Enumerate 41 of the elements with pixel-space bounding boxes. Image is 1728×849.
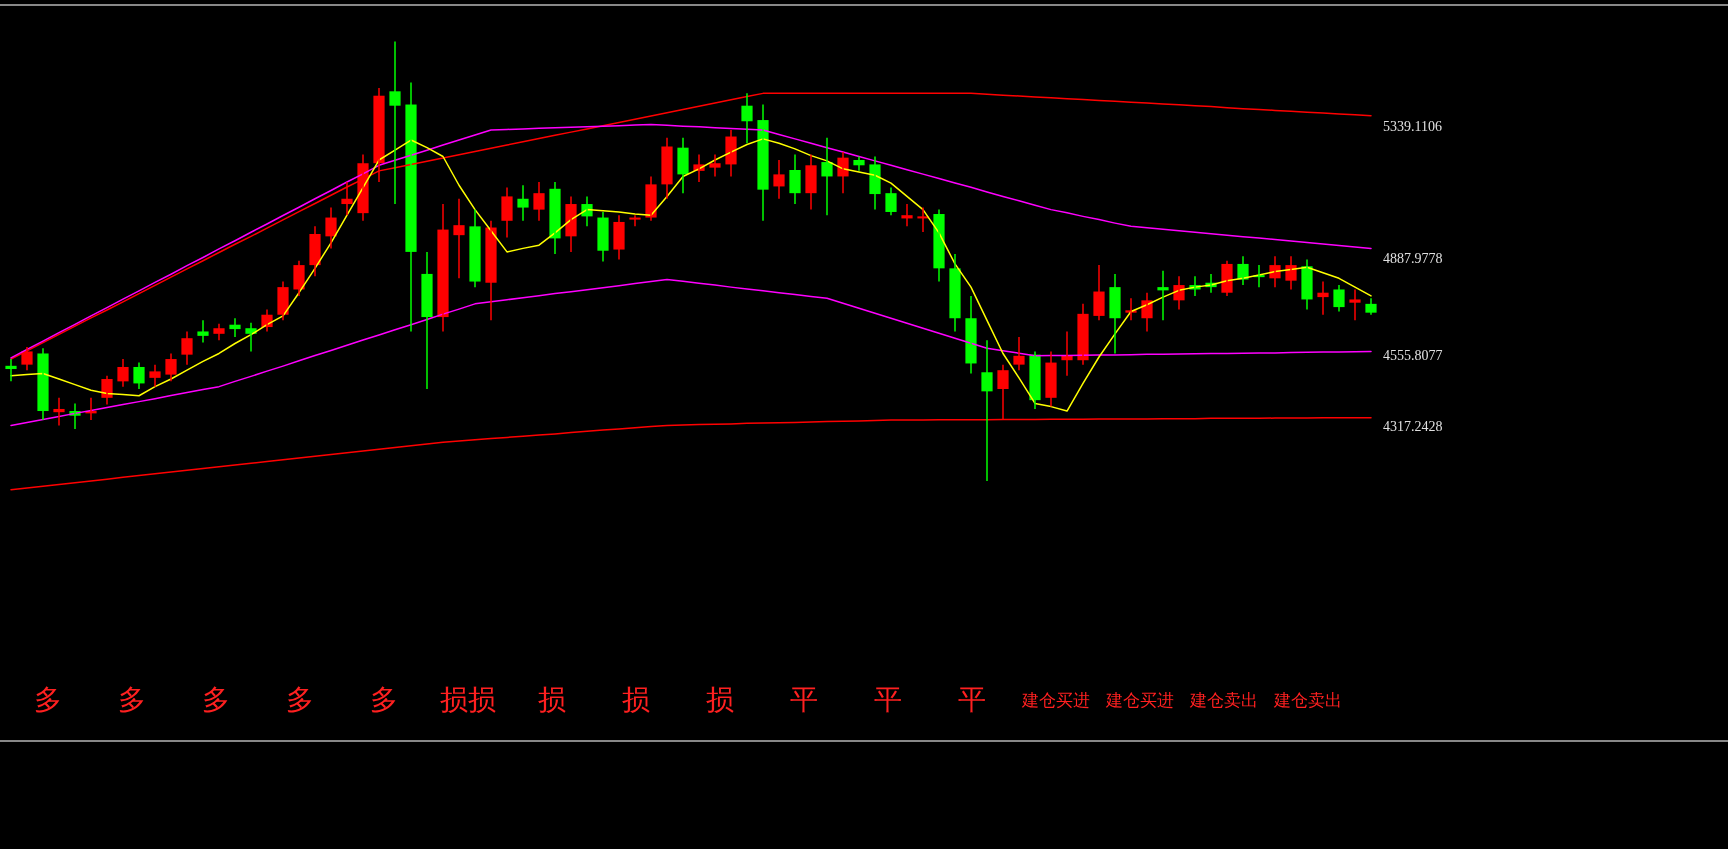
candlestick xyxy=(1365,297,1377,316)
annotation: 平 xyxy=(874,683,902,716)
line-series xyxy=(10,278,1372,427)
candlestick xyxy=(1349,288,1361,322)
annotation: 多 xyxy=(202,683,230,716)
candlestick xyxy=(181,330,193,366)
annotation: 损损 xyxy=(440,683,496,716)
annotation: 损 xyxy=(706,683,734,716)
candlestick xyxy=(213,323,225,342)
candlestick xyxy=(613,214,625,261)
y-tick-label: 5339.1106 xyxy=(1383,118,1442,134)
y-tick-label: 4555.8077 xyxy=(1383,348,1443,364)
annotation: 建仓买进 xyxy=(1021,690,1090,710)
candlestick xyxy=(805,153,817,211)
y-tick-label: 4887.9778 xyxy=(1383,250,1443,266)
annotation: 多 xyxy=(286,683,314,716)
annotation: 建仓卖出 xyxy=(1273,690,1342,710)
candlestick xyxy=(709,153,721,178)
annotation: 平 xyxy=(790,683,818,716)
annotation: 建仓卖出 xyxy=(1189,690,1258,710)
candlestick xyxy=(533,181,545,222)
candlestick xyxy=(517,184,529,222)
candlestick xyxy=(885,186,897,216)
annotation: 多 xyxy=(370,683,398,716)
candlestick xyxy=(1125,297,1137,322)
candlestick xyxy=(501,186,513,239)
annotation: 平 xyxy=(958,683,986,716)
annotation: 损 xyxy=(538,683,566,716)
y-tick-label: 4317.2428 xyxy=(1383,418,1443,434)
annotation: 建仓买进 xyxy=(1105,690,1174,710)
annotation: 损 xyxy=(622,683,650,716)
candlestick xyxy=(389,40,401,205)
candlestick xyxy=(149,363,161,388)
annotation: 多 xyxy=(118,683,146,716)
candlestick xyxy=(197,319,209,344)
candlestick xyxy=(1013,336,1025,371)
candlestick xyxy=(1333,284,1345,313)
annotation: 多 xyxy=(34,683,62,716)
candlestick xyxy=(469,208,481,288)
candlestick xyxy=(165,352,177,383)
line-series xyxy=(10,138,1372,412)
